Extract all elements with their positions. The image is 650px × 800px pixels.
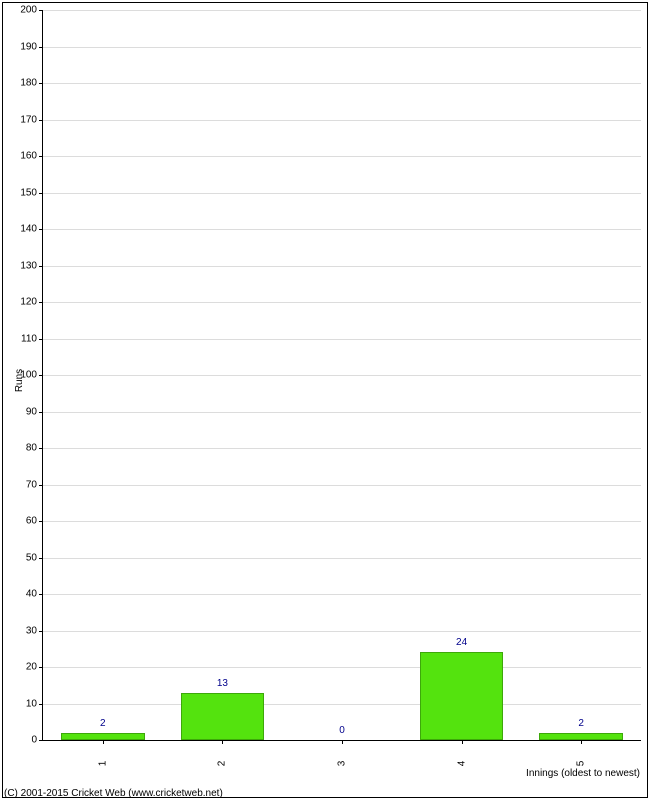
bar (181, 693, 265, 740)
y-tick-label: 30 (26, 625, 43, 636)
y-tick-label: 40 (26, 589, 43, 600)
gridline (43, 83, 641, 84)
x-tick-label: 1 (97, 761, 108, 767)
bar-value-label: 2 (578, 718, 584, 729)
gridline (43, 156, 641, 157)
bar-value-label: 0 (339, 725, 345, 736)
gridline (43, 631, 641, 632)
x-tick-mark (103, 740, 104, 744)
y-tick-label: 200 (20, 5, 43, 16)
gridline (43, 704, 641, 705)
y-tick-label: 170 (20, 114, 43, 125)
gridline (43, 10, 641, 11)
y-tick-label: 190 (20, 41, 43, 52)
gridline (43, 47, 641, 48)
x-tick-mark (222, 740, 223, 744)
gridline (43, 302, 641, 303)
x-tick-label: 3 (337, 761, 348, 767)
copyright-text: (C) 2001-2015 Cricket Web (www.cricketwe… (4, 788, 223, 799)
gridline (43, 339, 641, 340)
gridline (43, 594, 641, 595)
y-tick-label: 90 (26, 406, 43, 417)
y-tick-label: 130 (20, 260, 43, 271)
y-tick-label: 80 (26, 443, 43, 454)
bar (420, 652, 504, 740)
gridline (43, 558, 641, 559)
x-tick-label: 5 (576, 761, 587, 767)
y-tick-label: 160 (20, 151, 43, 162)
bar-value-label: 13 (217, 678, 228, 689)
gridline (43, 266, 641, 267)
y-tick-label: 70 (26, 479, 43, 490)
gridline (43, 667, 641, 668)
gridline (43, 375, 641, 376)
x-tick-label: 4 (456, 761, 467, 767)
y-tick-label: 180 (20, 78, 43, 89)
bar (539, 733, 623, 740)
gridline (43, 193, 641, 194)
y-tick-label: 50 (26, 552, 43, 563)
bar (61, 733, 145, 740)
gridline (43, 448, 641, 449)
gridline (43, 412, 641, 413)
bar-value-label: 2 (100, 718, 106, 729)
x-axis-title: Innings (oldest to newest) (526, 768, 640, 779)
plot-area: 0102030405060708090100110120130140150160… (42, 10, 641, 741)
x-tick-mark (342, 740, 343, 744)
y-tick-label: 150 (20, 187, 43, 198)
x-tick-mark (462, 740, 463, 744)
y-tick-label: 10 (26, 698, 43, 709)
bar-value-label: 24 (456, 637, 467, 648)
y-tick-label: 60 (26, 516, 43, 527)
y-tick-label: 110 (21, 333, 43, 344)
y-tick-label: 20 (26, 662, 43, 673)
gridline (43, 229, 641, 230)
gridline (43, 485, 641, 486)
y-tick-label: 140 (20, 224, 43, 235)
y-axis-title: Runs (14, 369, 25, 392)
chart-container: 0102030405060708090100110120130140150160… (0, 0, 650, 800)
y-tick-label: 0 (31, 735, 43, 746)
x-tick-mark (581, 740, 582, 744)
y-tick-label: 120 (20, 297, 43, 308)
gridline (43, 521, 641, 522)
gridline (43, 120, 641, 121)
x-tick-label: 2 (217, 761, 228, 767)
